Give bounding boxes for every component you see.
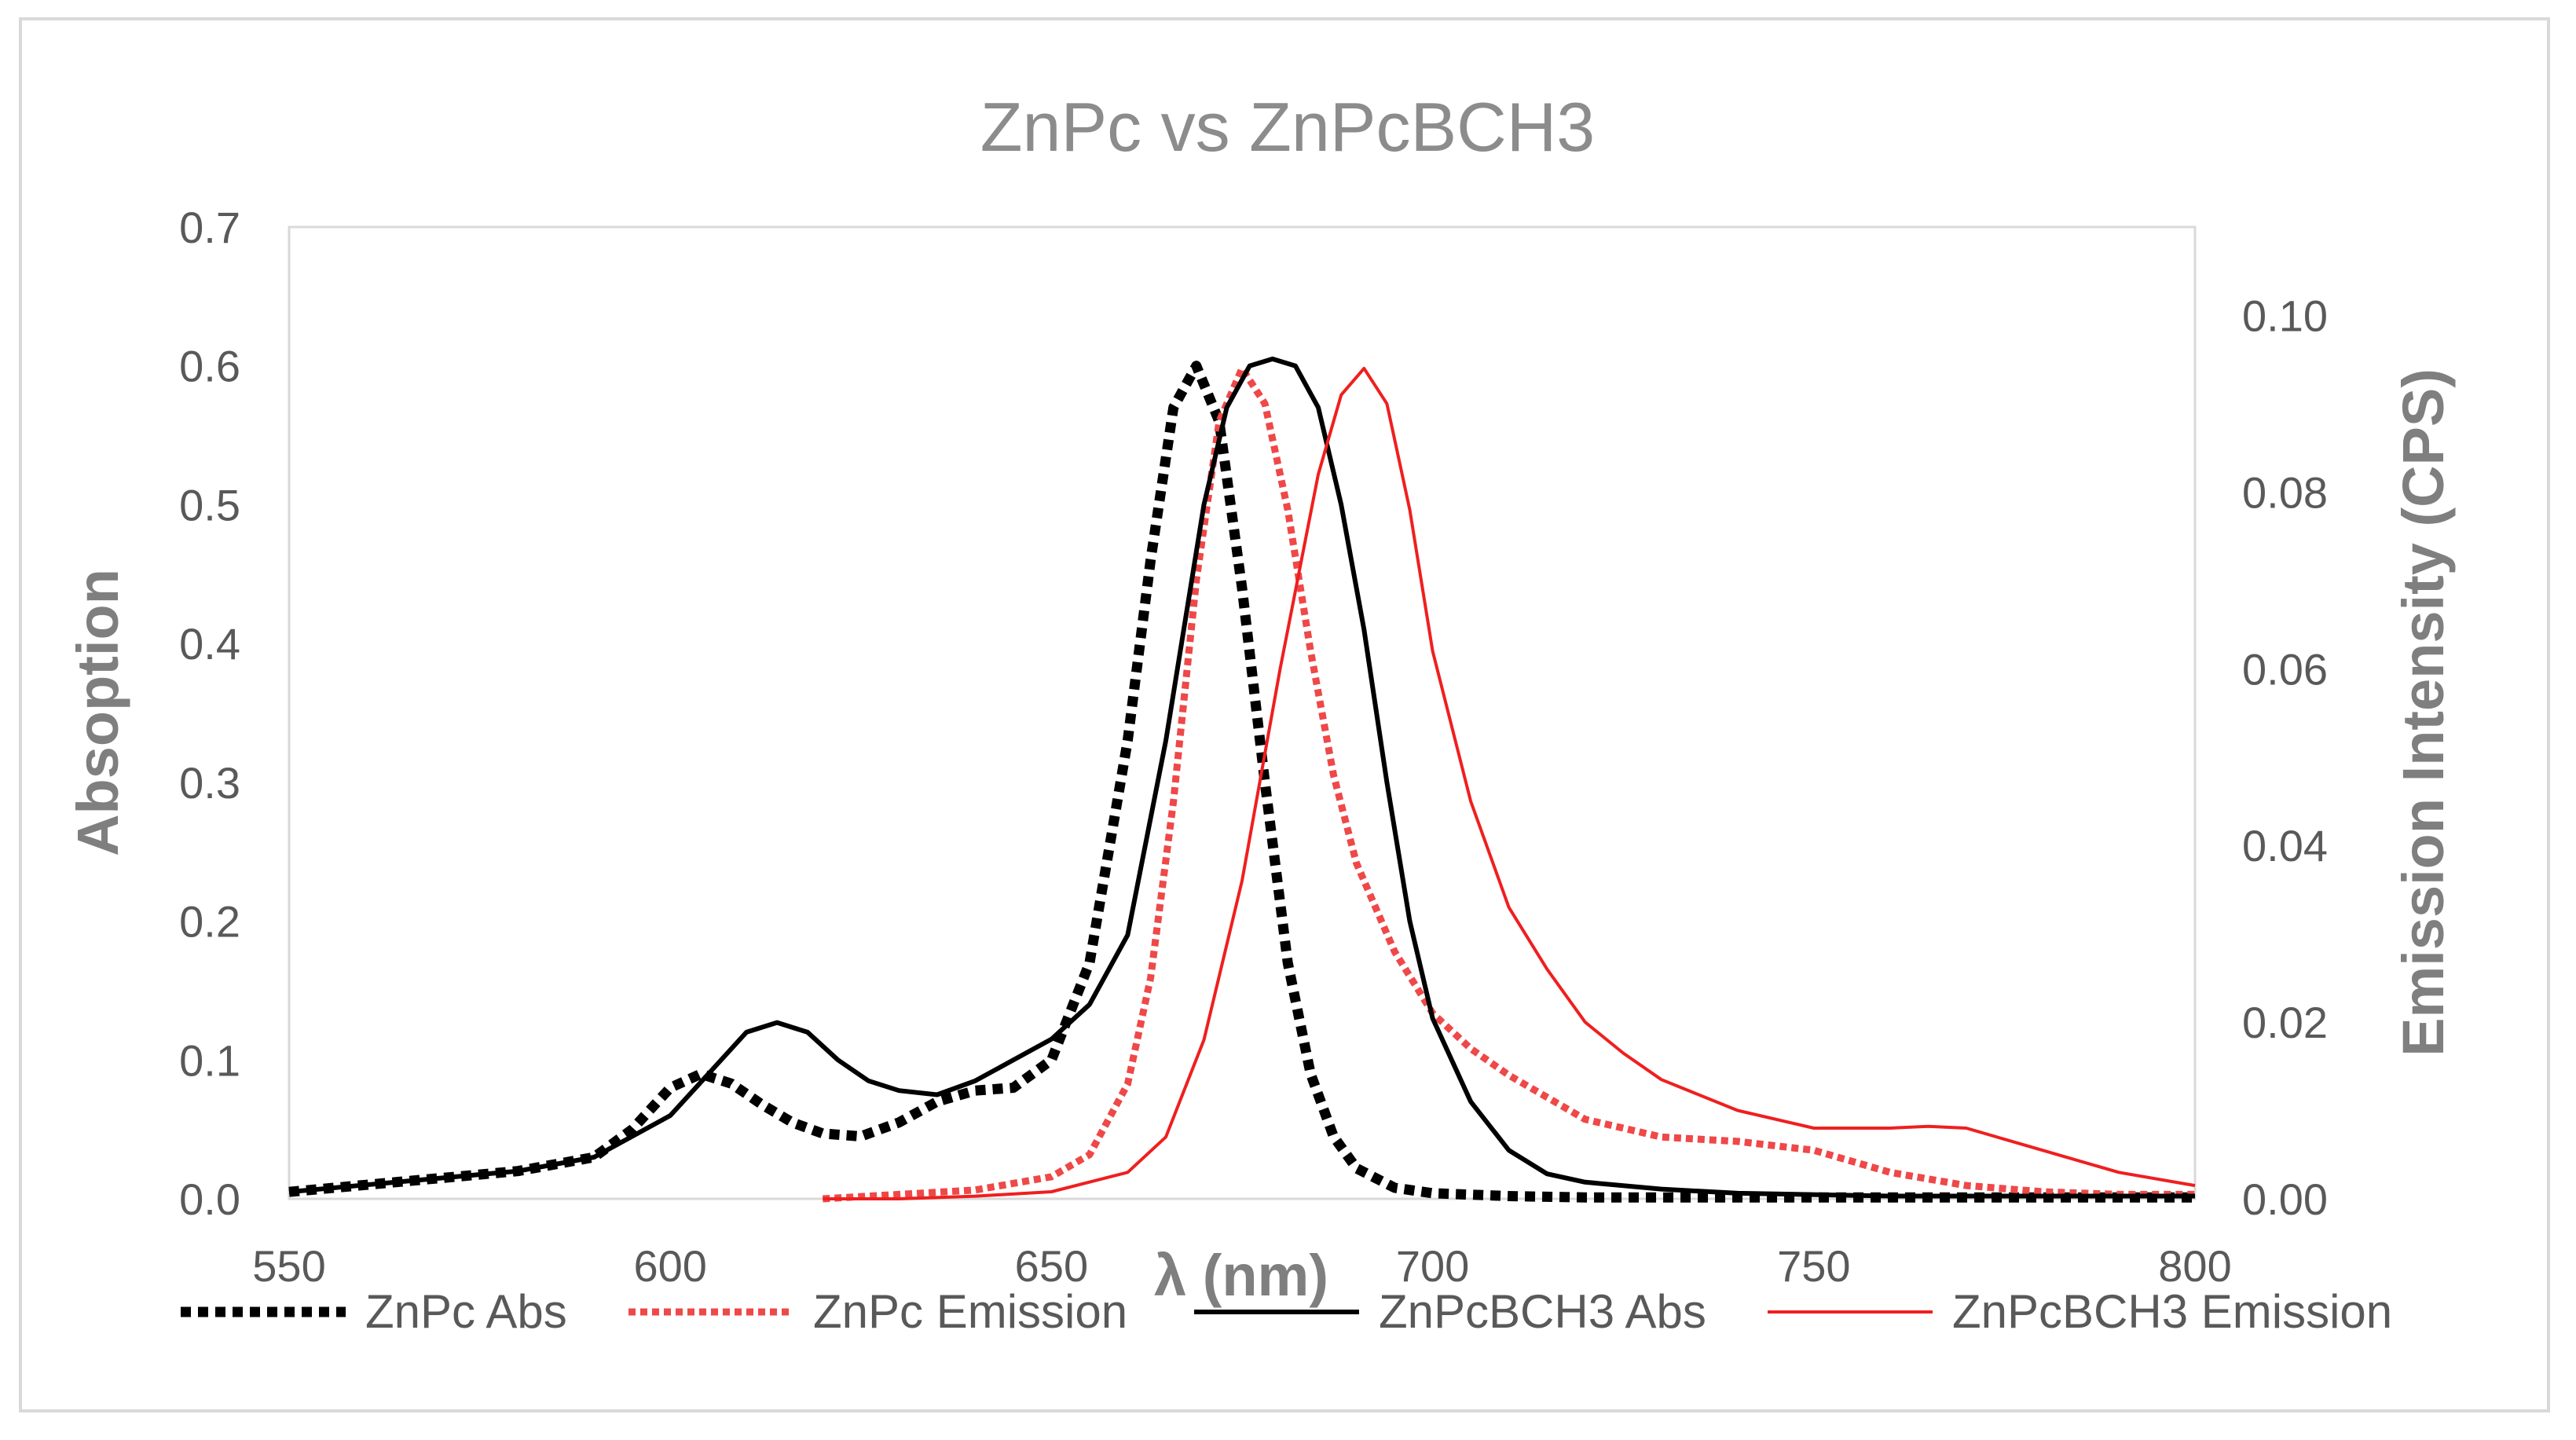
series-line-znpcbch3-abs (288, 356, 2195, 1199)
y2-tick-label: 0.08 (2242, 467, 2328, 517)
series-line-znpcbch3-emission (823, 366, 2196, 1200)
x-tick-label: 700 (1396, 1241, 1469, 1291)
y-tick-label: 0.5 (179, 480, 240, 529)
series-line-znpc-abs (288, 361, 2195, 1203)
y-tick-label: 0.7 (179, 203, 240, 252)
series-line-znpc-emission (823, 365, 2195, 1203)
y-tick-label: 0.3 (179, 758, 240, 808)
y-axis-title: Absoption (65, 569, 130, 856)
y-tick-label: 0.2 (179, 897, 240, 947)
x-tick-label: 800 (2158, 1241, 2231, 1291)
x-tick-label: 550 (252, 1241, 325, 1291)
legend-label: ZnPc Emission (813, 1285, 1127, 1338)
x-tick-label: 750 (1777, 1241, 1850, 1291)
y2-tick-label: 0.02 (2242, 998, 2328, 1047)
x-axis-title: λ (nm) (1154, 1243, 1328, 1308)
y2-axis-title: Emission Intensity (CPS) (2391, 368, 2456, 1057)
plot-area-border (288, 225, 2197, 1200)
y-tick-label: 0.0 (179, 1174, 240, 1224)
x-tick-label: 650 (1015, 1241, 1088, 1291)
y2-tick-label: 0.10 (2242, 291, 2328, 340)
y-tick-label: 0.6 (179, 342, 240, 391)
chart-title: ZnPc vs ZnPcBCH3 (980, 88, 1595, 166)
y-tick-label: 0.1 (179, 1035, 240, 1085)
x-tick-label: 600 (633, 1241, 706, 1291)
y2-tick-label: 0.00 (2242, 1174, 2328, 1224)
y2-tick-label: 0.04 (2242, 821, 2328, 870)
legend-label: ZnPcBCH3 Emission (1952, 1285, 2392, 1338)
legend-label: ZnPc Abs (365, 1285, 567, 1338)
legend-label: ZnPcBCH3 Abs (1379, 1285, 1706, 1338)
y-tick-label: 0.4 (179, 619, 240, 669)
y2-tick-label: 0.06 (2242, 644, 2328, 694)
